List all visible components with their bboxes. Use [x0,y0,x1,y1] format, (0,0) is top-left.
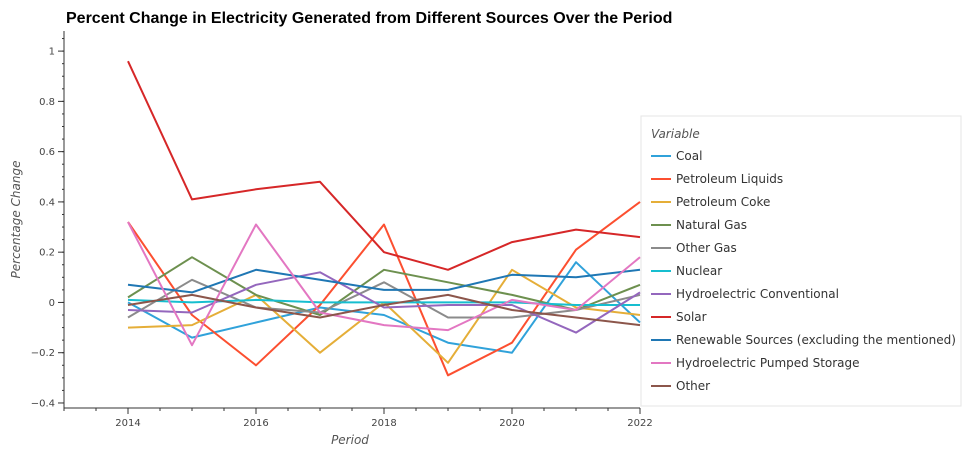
legend: Variable Coal Petroleum Liquids Petroleum … [640,115,962,407]
legend-item-label: Nuclear [676,264,722,278]
chart-title: Percent Change in Electricity Generated … [66,10,672,27]
y-axis: −0.4 −0.2 0 0.2 0.4 0.6 0.8 1 [31,31,65,409]
series-lines [127,60,641,377]
series-line-solar [127,60,641,271]
y-tick-label: 0 [49,298,55,309]
x-tick-label: 2020 [499,418,524,429]
y-tick-label: 1 [49,47,55,58]
legend-item-label: Coal [676,149,702,163]
x-axis-label: Period [331,433,369,447]
x-tick-label: 2018 [371,418,396,429]
y-axis-label: Percentage Change [9,161,23,279]
legend-item-label: Natural Gas [676,218,747,232]
y-tick-label: 0.4 [39,197,55,208]
y-tick-label: 0.8 [39,97,55,108]
y-tick-label: −0.2 [31,348,55,359]
legend-title: Variable [651,127,700,141]
series-line-petroleum-liquids [127,201,641,377]
series-line-other [127,293,641,327]
legend-item-label: Hydroelectric Conventional [676,287,839,301]
x-tick-label: 2022 [627,418,652,429]
legend-item-label: Petroleum Liquids [676,172,783,186]
y-tick-label: 0.2 [39,248,55,259]
x-tick-label: 2016 [243,418,268,429]
y-tick-label: 0.6 [39,147,55,158]
x-axis: 2014 2016 2018 2020 2022 [63,407,653,429]
legend-item-label: Other [676,379,710,393]
legend-item-label: Petroleum Coke [676,195,770,209]
series-line-hydroelectric-pumped-storage [127,221,641,347]
legend-item-label: Hydroelectric Pumped Storage [676,356,860,370]
y-tick-label: −0.4 [31,398,55,409]
legend-item-label: Solar [676,310,707,324]
series-line-other-gas [127,278,641,319]
legend-box [640,115,962,407]
x-tick-label: 2014 [115,418,140,429]
legend-item-label: Other Gas [676,241,737,255]
series-line-renewable-sources-excluding-the-mentioned [127,268,641,294]
legend-item-label: Renewable Sources (excluding the mention… [676,333,956,347]
series-line-nuclear [127,298,640,306]
